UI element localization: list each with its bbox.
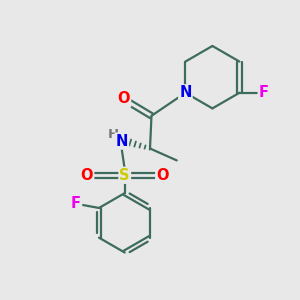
Text: F: F (71, 196, 81, 211)
Text: N: N (179, 85, 192, 100)
Text: O: O (118, 92, 130, 106)
Text: H: H (108, 128, 119, 141)
Text: O: O (81, 168, 93, 183)
Text: S: S (119, 168, 130, 183)
Text: N: N (116, 134, 128, 148)
Text: O: O (156, 168, 169, 183)
Text: F: F (259, 85, 269, 100)
